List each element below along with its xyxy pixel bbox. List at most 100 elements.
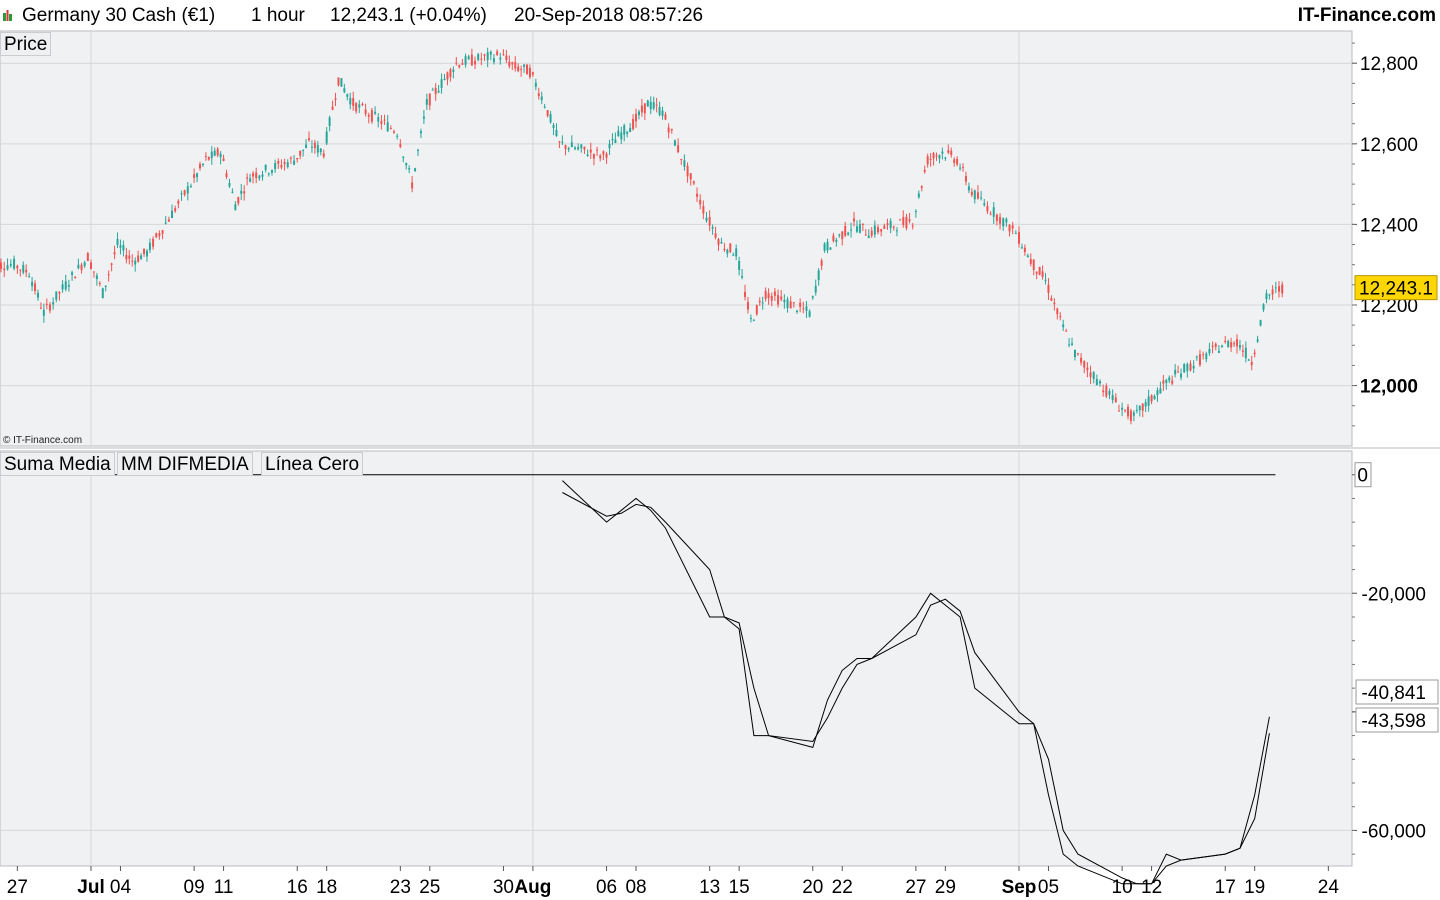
candle-body (458, 65, 461, 68)
candle-body (92, 271, 95, 273)
candle-body (808, 311, 811, 317)
candle-body (580, 144, 583, 149)
candle-body (1095, 379, 1098, 386)
candle-body (1274, 287, 1277, 289)
candle-body (1238, 345, 1241, 348)
candle-body (883, 225, 886, 229)
candle-body (841, 231, 844, 240)
candle-body (583, 146, 586, 150)
candle-body (895, 230, 898, 232)
legend-linea-cero[interactable]: Línea Cero (261, 452, 364, 476)
x-tick-label: 04 (110, 877, 132, 898)
candle-body (1050, 298, 1053, 301)
candle-body (980, 197, 983, 199)
candle-body (1068, 344, 1071, 346)
candle-body (249, 178, 252, 182)
candle-body (1124, 409, 1127, 411)
candle-body (467, 56, 470, 60)
candle-body (1086, 367, 1089, 371)
candle-body (122, 245, 125, 251)
candle-body (1071, 343, 1074, 345)
candle-body (283, 161, 286, 165)
candle-body (346, 94, 349, 97)
candle-body (602, 151, 605, 155)
candle-body (534, 82, 537, 87)
x-tick-label: 13 (699, 877, 720, 898)
candle-body (805, 306, 808, 311)
x-tick-label: 20 (802, 877, 823, 898)
suma-media-line (562, 480, 1270, 885)
candle-body (540, 96, 543, 101)
candle-body (738, 261, 741, 270)
candle-body (1236, 339, 1239, 347)
x-tick-label: 11 (214, 877, 234, 898)
candle-body (107, 274, 110, 276)
candle-body (140, 255, 143, 260)
candle-body (817, 270, 820, 281)
candle-body (1132, 412, 1135, 416)
candle-body (189, 185, 192, 187)
y-tick-label: 0 (1357, 466, 1368, 487)
candle-body (761, 302, 764, 304)
candle-body (1099, 381, 1102, 384)
x-tick-label: Sep (1002, 877, 1037, 898)
candle-body (992, 207, 995, 217)
candle-body (1005, 218, 1008, 223)
candle-body (477, 54, 480, 61)
candle-body (911, 225, 914, 227)
candle-body (1224, 340, 1227, 342)
legend-suma-media[interactable]: Suma Media (0, 452, 115, 476)
candle-body (352, 98, 355, 106)
candle-body (1020, 247, 1023, 249)
candle-body (355, 103, 358, 112)
candle-body (886, 223, 889, 226)
candle-body (1217, 351, 1220, 353)
candle-body (319, 148, 322, 153)
candle-body (1062, 324, 1065, 328)
candle-body (1023, 247, 1026, 253)
candle-body (844, 225, 847, 236)
candle-body (110, 263, 113, 265)
candle-body (950, 150, 953, 155)
candle-body (3, 268, 6, 271)
candle-body (744, 291, 747, 298)
x-tick-label: 27 (7, 877, 28, 898)
candle-body (962, 166, 965, 168)
candle-body (729, 243, 732, 252)
candle-body (145, 250, 148, 257)
candle-body (1208, 348, 1211, 354)
y-tick-label: 12,000 (1360, 377, 1418, 398)
x-tick-label: 25 (419, 877, 440, 898)
candle-body (592, 154, 595, 159)
candle-body (240, 190, 243, 194)
candle-body (231, 191, 234, 193)
candle-body (119, 245, 122, 248)
candle-body (795, 310, 798, 312)
candle-body (767, 293, 770, 299)
candle-body (1247, 359, 1250, 361)
candle-body (428, 93, 431, 106)
candle-body (789, 301, 792, 309)
indicator-value-label: -43,598 (1362, 711, 1426, 732)
candle-body (655, 104, 658, 106)
candle-body (267, 173, 270, 175)
candle-body (611, 139, 614, 141)
candle-body (42, 309, 45, 316)
candle-body (677, 145, 680, 153)
candle-body (343, 88, 346, 93)
candle-body (526, 64, 529, 75)
candle-body (986, 205, 989, 212)
candle-body (1053, 302, 1056, 305)
candle-body (758, 300, 761, 303)
price-legend[interactable]: Price (0, 32, 52, 56)
candle-body (861, 223, 864, 225)
candle-body (104, 285, 107, 288)
candle-body (632, 119, 635, 130)
legend-mm-difmedia[interactable]: MM DIFMEDIA (117, 452, 253, 476)
candle-body (623, 125, 626, 135)
x-tick-label: 10 (1112, 877, 1133, 898)
candles (0, 47, 1284, 425)
candle-body (714, 233, 717, 238)
candle-body (325, 131, 328, 144)
